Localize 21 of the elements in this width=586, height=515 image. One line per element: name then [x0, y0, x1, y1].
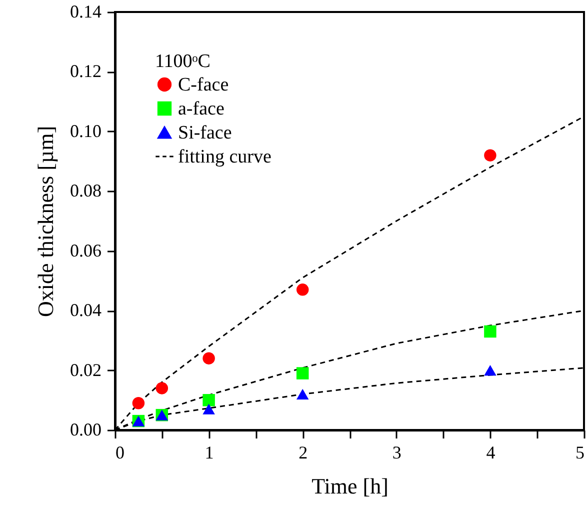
x-axis-title: Time [h] [312, 474, 388, 498]
y-tick-label: 0.14 [70, 2, 102, 22]
y-tick-label: 0.06 [70, 240, 102, 260]
x-tick-label: 1 [204, 442, 214, 462]
y-tick-label: 0.08 [70, 180, 102, 201]
y-tick-label: 0.00 [70, 420, 102, 440]
x-tick-label: 4 [486, 442, 496, 462]
x-tick-label: 0 [116, 442, 124, 462]
x-tick-label: 5 [576, 442, 584, 462]
x-tick-label: 2 [298, 442, 308, 462]
y-tick-label: 0.12 [70, 61, 102, 82]
x-tick-label: 3 [392, 442, 402, 462]
legend-title: 1100ᵒC [155, 51, 210, 72]
y-tick-label: 0.02 [70, 360, 102, 380]
y-tick-label: 0.04 [70, 300, 102, 320]
legend-label: a-face [178, 98, 224, 120]
y-axis-title: Oxide thickness [µm] [33, 126, 58, 318]
y-tick-label: 0.10 [70, 120, 102, 141]
legend-label: C-face [178, 74, 229, 96]
legend-label: fitting curve [178, 146, 272, 168]
legend-label: Si-face [178, 122, 232, 144]
